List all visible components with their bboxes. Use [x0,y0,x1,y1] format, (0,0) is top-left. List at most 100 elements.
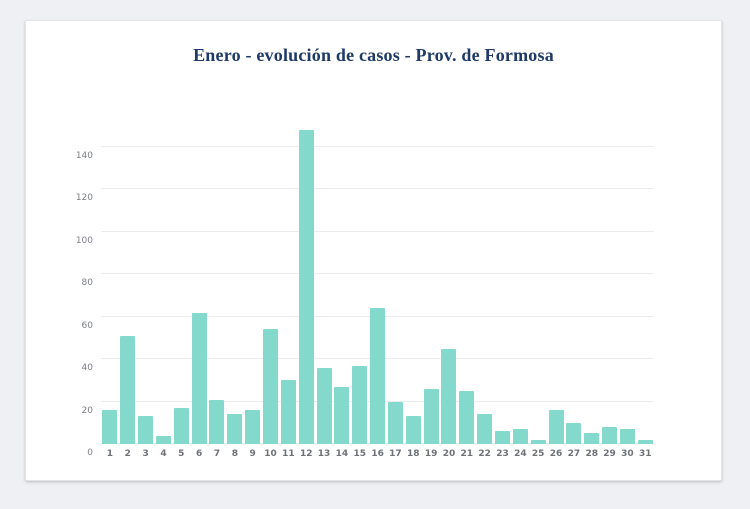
x-axis-label-2: 2 [124,449,131,459]
bar-slot-day-15 [351,147,369,444]
x-axis-label-7: 7 [213,449,221,459]
bar-slot-day-23 [494,147,512,444]
bar-slot-day-8 [226,147,244,444]
x-axis-label-20: 20 [442,449,456,459]
x-axis-label-23: 23 [496,449,509,459]
x-axis-label-21: 21 [460,449,474,459]
bar-day-13 [316,367,332,444]
bar-slot-day-30 [618,147,636,444]
bar-slot-day-19 [422,147,440,444]
bar-slot-day-1 [101,147,119,444]
gridline-y-100: 100 [76,230,654,245]
bar-slot-day-10 [262,147,280,444]
bar-slot-day-18 [404,147,422,444]
x-axis-label-12: 12 [299,449,313,459]
bar-day-16 [370,308,386,444]
bar-slot-day-28 [583,147,601,444]
x-axis-label-15: 15 [353,449,366,459]
bar-slot-day-2 [119,147,137,444]
y-axis-label-0: 0 [87,448,93,458]
x-axis-label-31: 31 [638,449,652,459]
gridline-y-120: 120 [76,188,654,203]
bar-slot-day-27 [565,147,583,444]
bar-day-20 [441,348,457,444]
bar-day-1 [102,410,118,444]
bar-slot-day-26 [547,147,565,444]
bar-day-17 [387,401,403,444]
bar-day-11 [280,380,296,444]
x-axis-label-27: 27 [567,449,581,459]
x-axis-label-14: 14 [335,449,349,459]
gridline-y-80: 80 [82,273,654,288]
bar-slot-day-9 [244,147,262,444]
bar-slot-day-13 [315,147,333,444]
x-axis-label-28: 28 [585,449,598,459]
x-axis-label-5: 5 [178,449,185,459]
bar-slot-day-31 [636,147,654,444]
bar-slot-day-17 [387,147,405,444]
x-axis-label-29: 29 [603,449,616,459]
bar-day-28 [584,433,600,444]
bar-slot-day-25 [529,147,547,444]
y-axis-label-140: 140 [75,151,93,161]
bar-slot-day-14 [333,147,351,444]
bar-day-12 [298,130,314,444]
x-axis-label-1: 1 [106,449,114,459]
bars-layer [101,130,654,444]
bar-day-26 [548,410,564,444]
x-axis-label-6: 6 [196,449,203,459]
x-axis-label-19: 19 [424,449,438,459]
bar-slot-day-16 [369,147,387,444]
bar-day-21 [459,391,475,444]
y-axis-label-100: 100 [75,235,93,246]
x-axis-label-18: 18 [407,449,420,459]
bar-day-4 [155,435,171,444]
x-axis-label-4: 4 [160,449,167,459]
x-axis-label-26: 26 [549,449,563,459]
bar-day-18 [405,416,421,444]
chart-card: Enero - evolución de casos - Prov. de Fo… [25,20,722,481]
bar-slot-day-20 [440,147,458,444]
bar-day-10 [263,329,279,444]
bar-slot-day-4 [155,147,173,444]
x-axis-label-3: 3 [142,449,149,459]
gridline-y-140: 140 [76,146,654,161]
x-axis-label-9: 9 [249,449,256,459]
y-axis-label-120: 120 [75,193,93,204]
bar-day-14 [334,386,350,444]
y-axis-label-20: 20 [81,405,93,416]
bar-slot-day-29 [601,147,619,444]
bar-day-27 [566,422,582,444]
chart-title: Enero - evolución de casos - Prov. de Fo… [193,45,554,65]
bar-day-25 [530,439,546,444]
bar-day-19 [423,388,439,444]
y-axis-label-80: 80 [81,278,93,289]
bar-day-30 [619,429,635,444]
x-axis: 1 2 3 4 5 6 7 8 9 10 11 12 13 14 15 16 17 18 19 20 21 22 23 24 2… [101,450,654,459]
y-axis-label-40: 40 [81,363,93,374]
x-axis-label-30: 30 [621,449,634,459]
bar-day-23 [494,431,510,444]
bar-day-5 [173,407,189,444]
bar-slot-day-5 [172,147,190,444]
x-axis-label-22: 22 [478,449,491,459]
x-axis-label-13: 13 [317,449,331,459]
x-axis-label-24: 24 [514,449,527,459]
bar-day-6 [191,312,207,444]
bar-slot-day-7 [208,147,226,444]
bar-day-15 [352,365,368,444]
bar-slot-day-3 [137,147,155,444]
x-axis-label-10: 10 [264,449,277,459]
bar-slot-day-11 [279,147,297,444]
bar-day-24 [512,429,528,444]
bar-day-7 [209,399,225,444]
bar-day-2 [120,335,136,444]
bar-slot-day-21 [458,147,476,444]
bar-slot-day-22 [476,147,494,444]
bar-day-22 [477,414,493,444]
bar-slot-day-24 [511,147,529,444]
x-axis-label-11: 11 [282,449,295,459]
bar-day-3 [138,416,154,444]
bar-day-31 [637,439,653,444]
